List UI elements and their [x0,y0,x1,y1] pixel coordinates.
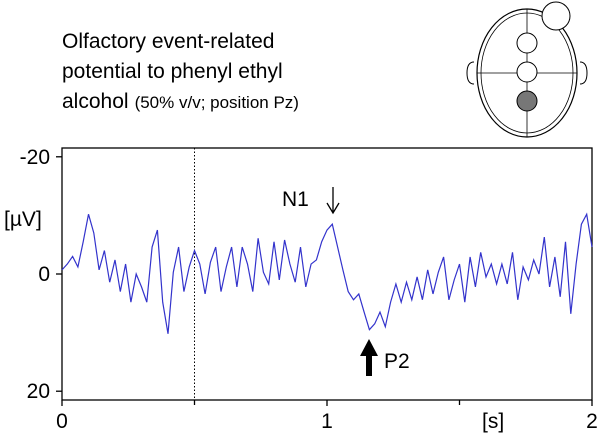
x-tick-label: 0 [56,410,68,433]
title-line: Olfactory event-related [62,30,274,53]
plot-frame [61,147,593,401]
x-tick-label: 1 [321,410,333,433]
y-axis-label: [µV] [4,208,42,231]
annotation-arrow [360,339,378,376]
title-line: alcohol [62,90,129,113]
y-tick-label: 0 [38,263,50,286]
y-tick-label: -20 [20,146,50,169]
annotation: P2 [384,350,410,373]
y-tick-label: 20 [27,380,50,403]
waveform [61,212,593,334]
annotation: N1 [282,188,309,211]
subtitle: (50% v/v; position Pz) [135,93,299,112]
electrode-diagram [466,1,588,138]
title-line: alcohol (50% v/v; position Pz) [62,90,299,113]
annotation-arrow [326,187,340,215]
x-tick-label: 2 [586,410,598,433]
title-line: potential to phenyl ethyl [62,60,283,83]
x-axis-label: [s] [482,410,504,433]
